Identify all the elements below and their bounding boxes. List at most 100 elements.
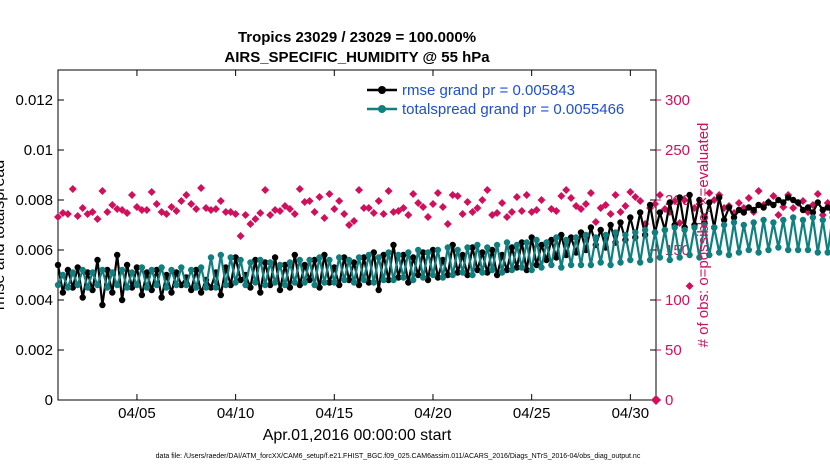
- rmse-point-102: [558, 231, 565, 239]
- rmse-point-37: [237, 276, 244, 284]
- rmse-point-42: [262, 259, 269, 266]
- totalspread-point-128: [686, 251, 693, 259]
- totalspread-point-142: [755, 249, 762, 256]
- rmse-point-15: [128, 284, 136, 291]
- obs-point-93: [512, 193, 521, 201]
- rmse-point-73: [415, 271, 422, 279]
- obs-point-58: [340, 210, 349, 218]
- obs-point-149: [789, 204, 798, 212]
- obs-point-23: [167, 203, 176, 211]
- totalspread-point-127: [681, 226, 688, 234]
- rmse-point-92: [508, 244, 516, 251]
- rmse-point-61: [355, 281, 363, 289]
- obs-point-138: [734, 199, 743, 207]
- obs-point-147: [779, 203, 788, 211]
- rmse-point-104: [567, 234, 575, 241]
- totalspread-point-103: [563, 236, 570, 244]
- totalspread-point-124: [666, 256, 673, 264]
- chart-title-line1: Tropics 23029 / 23029 = 100.000%: [238, 29, 476, 46]
- rmse-point-64: [370, 249, 377, 256]
- totalspread-point-114: [617, 259, 624, 266]
- totalspread-point-83: [464, 244, 471, 251]
- obs-point-63: [364, 204, 373, 212]
- rmse-point-132: [706, 199, 713, 206]
- obs-point-95: [522, 191, 531, 199]
- totalspread-point-91: [503, 239, 511, 246]
- rmse-point-46: [281, 261, 289, 269]
- obs-point-97: [532, 206, 541, 214]
- rmse-point-57: [336, 281, 343, 289]
- obs-point-24: [172, 207, 181, 215]
- totalspread-point-39: [247, 259, 254, 266]
- totalspread-point-37: [237, 256, 244, 264]
- totalspread-point-44: [271, 279, 279, 286]
- obs-point-8: [93, 215, 102, 223]
- obs-point-86: [478, 196, 487, 204]
- totalspread-point-34: [222, 281, 229, 289]
- obs-point-42: [261, 186, 270, 194]
- totalspread-point-104: [567, 261, 575, 269]
- rmse-point-76: [429, 246, 437, 254]
- obs-point-61: [355, 186, 363, 194]
- totalspread-point-66: [380, 276, 387, 284]
- totalspread-point-69: [395, 251, 402, 259]
- totalspread-point-54: [321, 279, 328, 286]
- obs-point-32: [211, 205, 220, 213]
- totalspread-point-106: [577, 261, 585, 269]
- rmse-point-149: [790, 196, 797, 204]
- obs-point-51: [305, 197, 314, 205]
- rmse-point-114: [617, 219, 624, 226]
- totalspread-point-1: [59, 271, 67, 279]
- rmse-point-122: [656, 209, 664, 216]
- y-tick-label-4: 0.008: [15, 192, 53, 209]
- rmse-point-88: [489, 246, 496, 254]
- rmse-point-17: [138, 291, 146, 299]
- obs-point-14: [123, 209, 132, 217]
- totalspread-point-105: [572, 234, 580, 241]
- rmse-point-50: [301, 261, 308, 269]
- rmse-point-147: [780, 199, 787, 206]
- totalspread-point-133: [711, 224, 718, 231]
- obs-point-57: [335, 197, 344, 205]
- obs-point-67: [384, 187, 393, 195]
- obs-point-85: [473, 204, 482, 212]
- obs-point-9: [98, 187, 107, 195]
- obs-point-128: [685, 282, 694, 290]
- obs-point-60: [350, 217, 358, 225]
- totalspread-point-11: [109, 269, 116, 276]
- totalspread-point-62: [360, 276, 368, 284]
- rmse-point-95: [523, 266, 530, 274]
- totalspread-point-80: [449, 271, 456, 279]
- rmse-point-31: [207, 284, 215, 291]
- totalspread-point-59: [345, 256, 353, 264]
- rmse-point-79: [444, 271, 451, 279]
- totalspread-point-32: [212, 284, 220, 291]
- rmse-point-59: [345, 276, 353, 284]
- totalspread-point-136: [725, 251, 733, 259]
- rmse-point-35: [227, 281, 234, 289]
- totalspread-point-31: [207, 254, 215, 261]
- y-axis-label: rmse and totalspread: [0, 160, 8, 310]
- obs-point-140: [744, 194, 753, 202]
- obs-point-78: [438, 203, 447, 211]
- totalspread-point-36: [232, 279, 239, 286]
- x-axis-label: Apr.01,2016 00:00:00 start: [263, 427, 452, 444]
- totalspread-point-98: [538, 264, 545, 271]
- rmse-point-6: [84, 269, 91, 276]
- totalspread-point-134: [716, 249, 723, 256]
- rmse-point-49: [296, 281, 303, 289]
- obs-point-56: [330, 205, 339, 213]
- rmse-point-151: [799, 206, 807, 214]
- rmse-point-87: [484, 269, 491, 276]
- rmse-point-51: [306, 276, 313, 284]
- obs-point-73: [414, 199, 423, 207]
- rmse-point-24: [173, 269, 180, 276]
- totalspread-point-154: [814, 249, 821, 256]
- totalspread-point-58: [341, 276, 348, 284]
- totalspread-point-139: [740, 221, 747, 229]
- obs-point-102: [557, 192, 566, 200]
- totalspread-point-43: [267, 259, 274, 266]
- rmse-point-0: [54, 261, 62, 269]
- totalspread-point-28: [193, 284, 200, 291]
- totalspread-point-60: [350, 279, 358, 286]
